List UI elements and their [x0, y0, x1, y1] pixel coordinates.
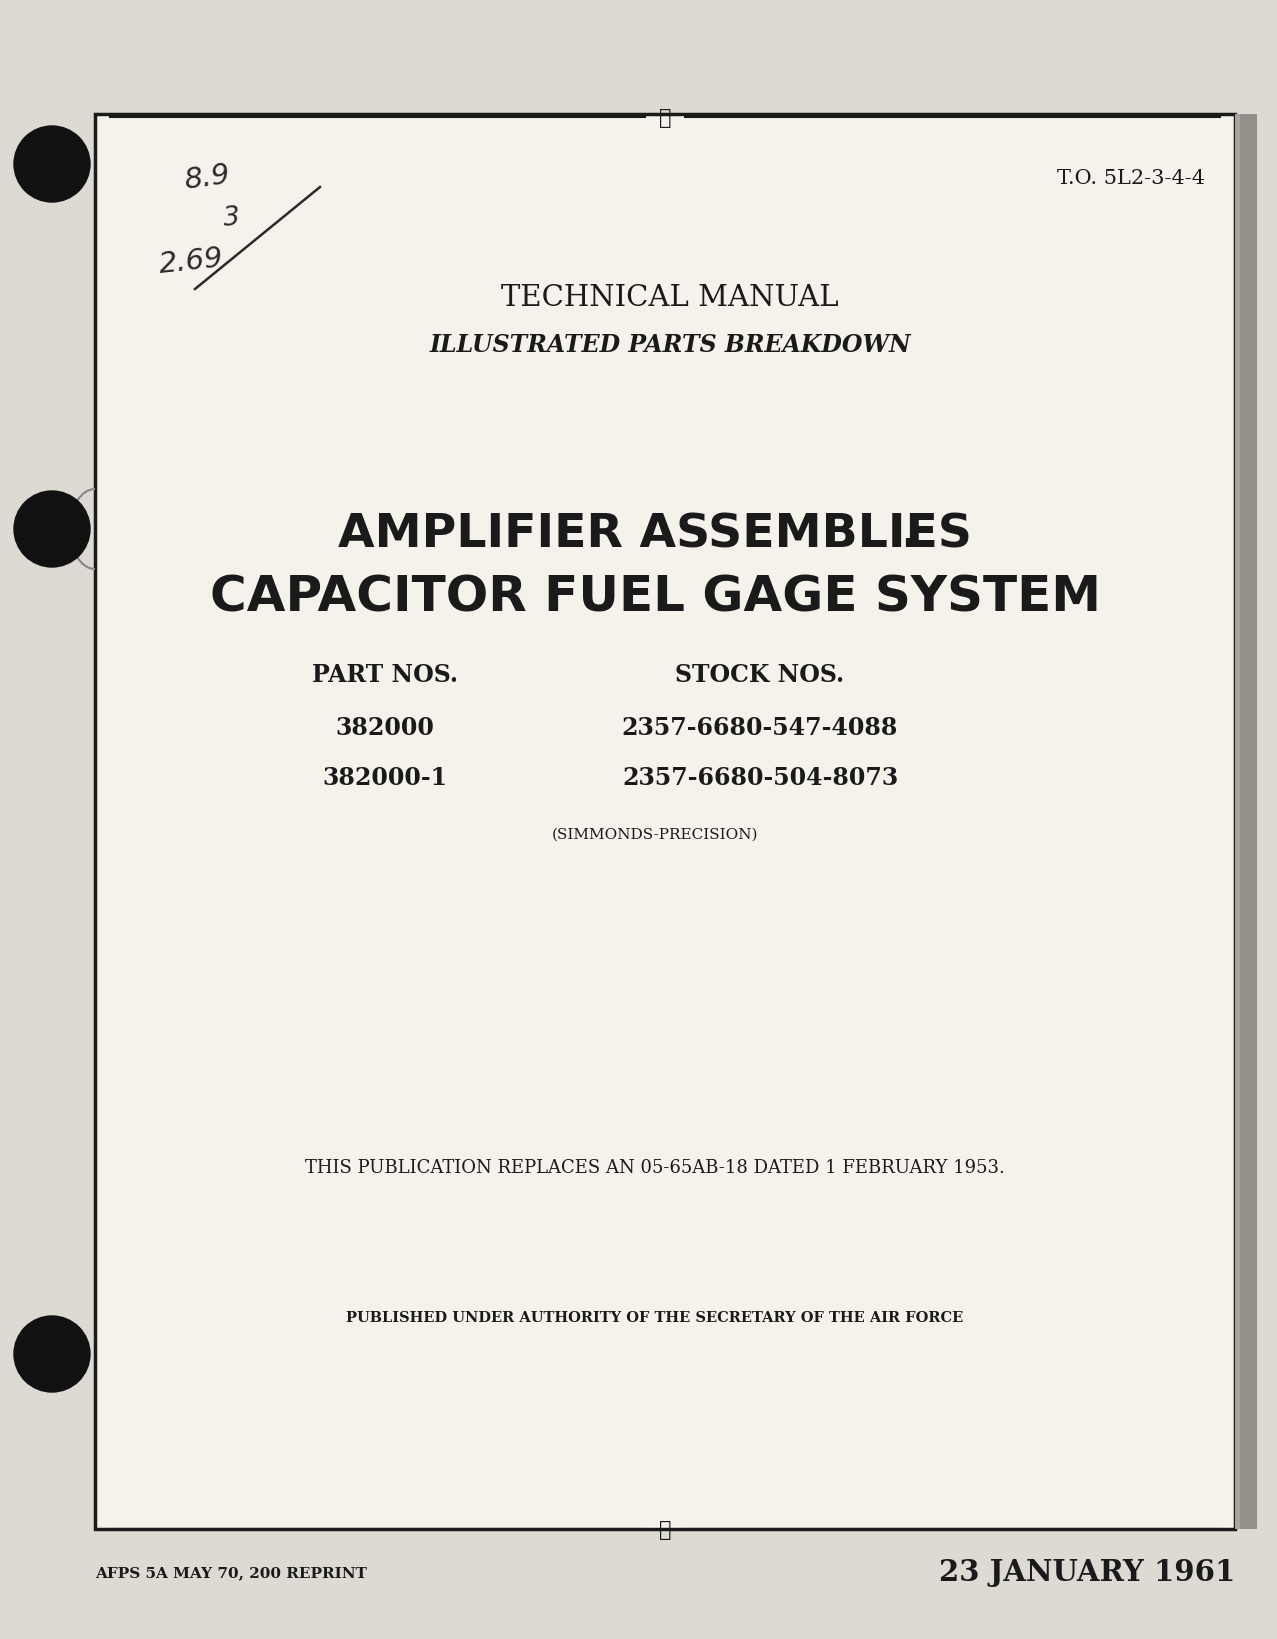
Bar [1235, 115, 1257, 1529]
Text: CAPACITOR FUEL GAGE SYSTEM: CAPACITOR FUEL GAGE SYSTEM [209, 574, 1101, 621]
Text: TECHNICAL MANUAL: TECHNICAL MANUAL [501, 284, 839, 311]
Text: .: . [900, 511, 918, 557]
Text: T.O. 5L2-3-4-4: T.O. 5L2-3-4-4 [1057, 169, 1205, 187]
Circle shape [14, 492, 89, 567]
Text: ILLUSTRATED PARTS BREAKDOWN: ILLUSTRATED PARTS BREAKDOWN [429, 333, 911, 357]
Text: ★: ★ [659, 108, 672, 128]
Text: 23 JANUARY 1961: 23 JANUARY 1961 [939, 1557, 1235, 1587]
Circle shape [14, 1316, 89, 1392]
Text: 3: 3 [222, 205, 241, 231]
Text: PUBLISHED UNDER AUTHORITY OF THE SECRETARY OF THE AIR FORCE: PUBLISHED UNDER AUTHORITY OF THE SECRETA… [346, 1310, 964, 1324]
Text: 382000-1: 382000-1 [322, 765, 447, 790]
Text: ★: ★ [659, 1519, 672, 1539]
Text: (SIMMONDS-PRECISION): (SIMMONDS-PRECISION) [552, 828, 759, 841]
Text: AFPS 5A MAY 70, 200 REPRINT: AFPS 5A MAY 70, 200 REPRINT [94, 1565, 366, 1578]
Text: PART NOS.: PART NOS. [312, 662, 458, 687]
Circle shape [14, 126, 89, 203]
Text: 2357-6680-504-8073: 2357-6680-504-8073 [622, 765, 898, 790]
Text: 8.9: 8.9 [183, 161, 231, 195]
Bar [1240, 115, 1257, 1529]
Bar [94, 115, 1235, 1529]
Text: STOCK NOS.: STOCK NOS. [676, 662, 844, 687]
Text: AMPLIFIER ASSEMBLIES: AMPLIFIER ASSEMBLIES [338, 511, 972, 557]
Text: 382000: 382000 [336, 716, 434, 739]
Text: THIS PUBLICATION REPLACES AN 05-65AB-18 DATED 1 FEBRUARY 1953.: THIS PUBLICATION REPLACES AN 05-65AB-18 … [305, 1159, 1005, 1177]
Text: 2.69: 2.69 [158, 244, 225, 279]
Text: 2357-6680-547-4088: 2357-6680-547-4088 [622, 716, 898, 739]
